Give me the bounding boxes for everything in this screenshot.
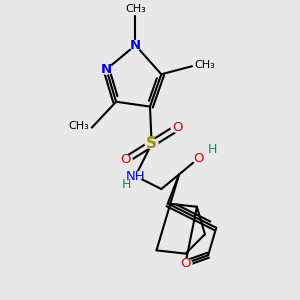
Ellipse shape — [192, 154, 205, 163]
Text: O: O — [193, 152, 204, 165]
Text: N: N — [130, 39, 141, 52]
Ellipse shape — [129, 171, 142, 181]
Text: O: O — [121, 153, 131, 167]
Ellipse shape — [100, 65, 113, 74]
Text: H: H — [122, 178, 131, 190]
Text: CH₃: CH₃ — [195, 60, 215, 70]
Text: NH: NH — [126, 169, 145, 183]
Ellipse shape — [119, 155, 132, 165]
Text: CH₃: CH₃ — [125, 4, 146, 14]
Ellipse shape — [145, 139, 158, 148]
Text: O: O — [172, 121, 183, 134]
Ellipse shape — [129, 40, 142, 50]
Ellipse shape — [179, 259, 192, 268]
Text: S: S — [146, 136, 157, 151]
Text: N: N — [101, 63, 112, 76]
Text: H: H — [207, 143, 217, 156]
Text: O: O — [180, 257, 191, 270]
Ellipse shape — [171, 123, 184, 132]
Text: CH₃: CH₃ — [68, 121, 89, 131]
